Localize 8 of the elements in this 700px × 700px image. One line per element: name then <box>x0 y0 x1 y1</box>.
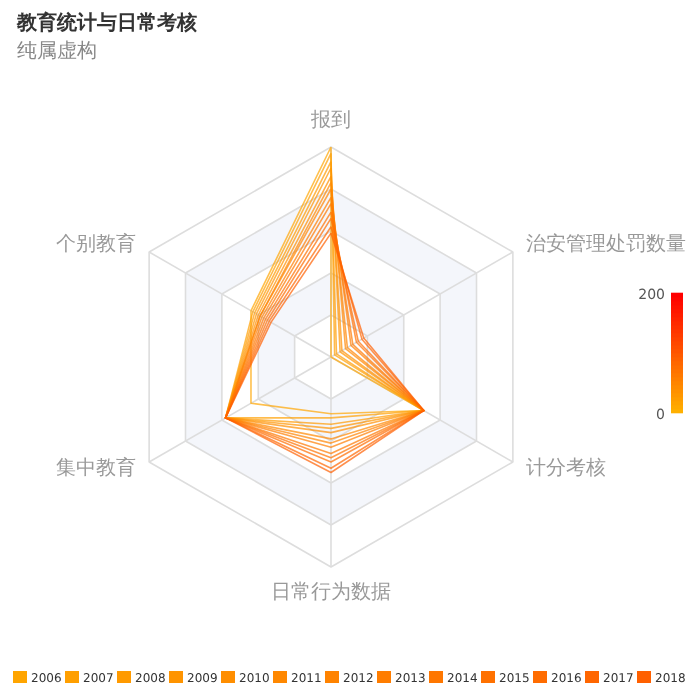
spoke-label: 集中教育 <box>56 456 137 481</box>
spoke-label: 治安管理处罚数量 <box>525 231 686 256</box>
chart-subtitle: 纯属虚构 <box>17 39 97 63</box>
spoke-label: 日常行为数据 <box>271 579 391 604</box>
spoke-label: 计分考核 <box>525 456 606 481</box>
spoke-label: 个别教育 <box>56 231 137 256</box>
chart-title: 教育统计与日常考核 <box>15 11 197 35</box>
spoke-label: 报到 <box>309 108 351 133</box>
